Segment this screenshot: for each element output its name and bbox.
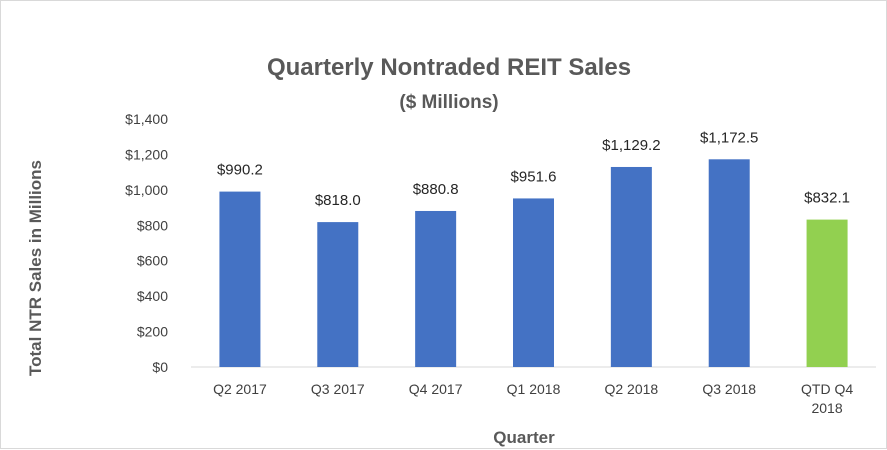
y-tick-label: $1,200 (125, 146, 168, 162)
bar (610, 166, 652, 367)
x-tick-label: Q4 2017 (409, 381, 463, 397)
data-label: $880.8 (413, 181, 459, 198)
y-axis-ticks: $0 $200 $400 $600 $800 $1,000 $1,200 $1,400 (125, 111, 168, 375)
y-tick-label: $800 (137, 217, 168, 233)
data-labels-group: $990.2 $818.0 $880.8 $951.6 $1,129.2 $1,172.5… (217, 129, 850, 209)
bar (219, 191, 261, 367)
bar (708, 159, 750, 367)
bar (415, 210, 457, 367)
x-tick-label: Q2 2017 (213, 381, 267, 397)
data-label: $990.2 (217, 162, 263, 179)
y-tick-label: $0 (152, 359, 168, 375)
y-tick-label: $400 (137, 288, 168, 304)
x-tick-label: Q3 2018 (702, 381, 756, 397)
y-tick-label: $1,400 (125, 111, 168, 127)
data-label: $818.0 (315, 192, 361, 209)
chart-title: Quarterly Nontraded REIT Sales (267, 54, 631, 81)
bar (317, 222, 359, 367)
bars-group (219, 159, 848, 367)
data-label: $832.1 (804, 190, 850, 207)
y-tick-label: $600 (137, 253, 168, 269)
data-label: $1,172.5 (700, 129, 758, 146)
x-tick-label: Q3 2017 (311, 381, 365, 397)
x-axis-ticks: Q2 2017 Q3 2017 Q4 2017 Q1 2018 Q2 2018 Q3 20… (213, 381, 853, 416)
data-label: $1,129.2 (602, 137, 660, 154)
x-tick-label: QTD Q4 (801, 381, 853, 397)
x-tick-label: 2018 (811, 400, 842, 416)
data-label: $951.6 (511, 168, 557, 185)
bar (513, 198, 554, 367)
chart-subtitle: ($ Millions) (399, 92, 498, 113)
y-tick-label: $1,000 (125, 182, 168, 198)
y-tick-label: $200 (137, 324, 168, 340)
bar (806, 219, 848, 367)
y-axis-title: Total NTR Sales in Millions (26, 160, 45, 376)
x-tick-label: Q2 2018 (604, 381, 658, 397)
x-axis-title: Quarter (493, 428, 555, 447)
x-tick-label: Q1 2018 (507, 381, 561, 397)
